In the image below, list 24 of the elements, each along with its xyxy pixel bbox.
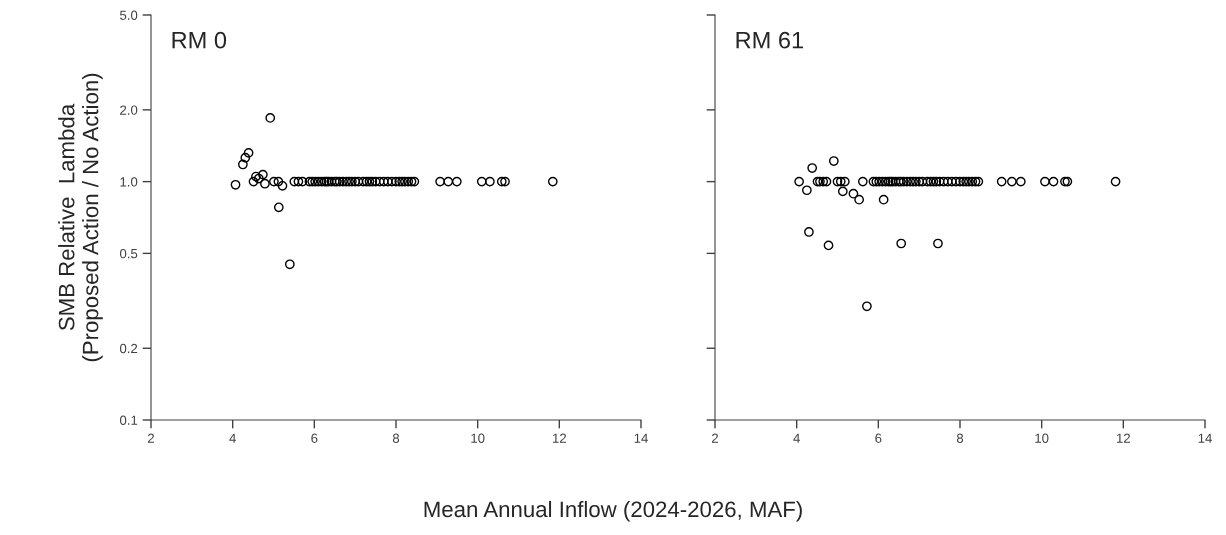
x-tick-label: 6 [311,433,318,443]
y-tick-label: 0.1 [119,415,138,425]
x-axis-title: Mean Annual Inflow (2024-2026, MAF) [424,500,802,522]
x-tick-label: 8 [956,433,964,443]
y-tick-label: 1.0 [120,177,138,187]
text: RM 0 [172,31,227,49]
x-tick-label: 10 [1035,433,1049,443]
x-tick-label: 10 [471,433,485,443]
x-tick-label: 12 [553,433,567,443]
x-tick-label: 12 [1117,433,1131,443]
x-tick-label: 4 [793,433,800,443]
x-tick-label: 6 [875,433,882,443]
y-axis-title: SMB Relative Lambda (Proposed Action / No Action) [58,73,103,362]
y-tick-label: 5.0 [119,10,138,20]
y-tick-label: 2.0 [120,105,138,115]
x-tick-label: 4 [229,433,236,443]
y-tick-label: 0.5 [119,248,138,259]
x-tick-label: 14 [634,433,648,443]
x-tick-label: 8 [392,433,400,443]
x-tick-label: 2 [712,433,719,443]
x-tick-label: 14 [1198,433,1212,443]
y-tick-label: 0.2 [119,343,138,354]
text: RM 61 [736,31,803,49]
x-tick-label: 2 [148,433,155,443]
